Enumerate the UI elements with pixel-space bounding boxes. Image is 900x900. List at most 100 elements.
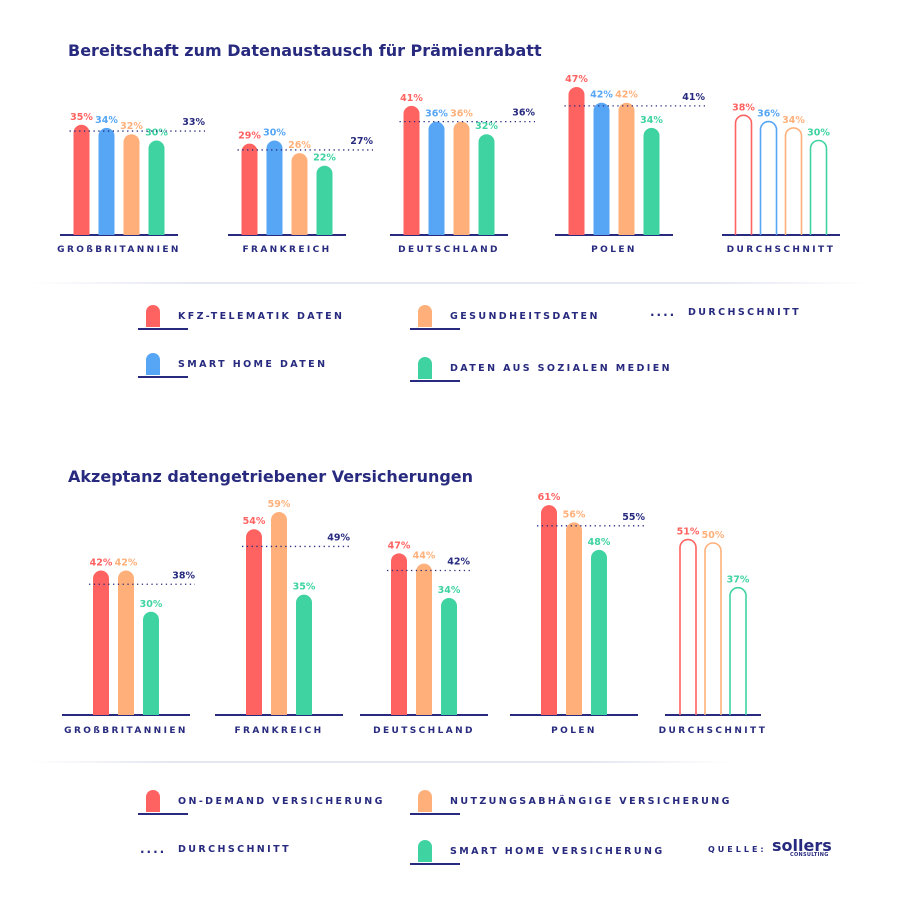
bar-outline bbox=[729, 587, 747, 715]
bar bbox=[266, 140, 283, 235]
chart1-title: Bereitschaft zum Datenaustausch für Präm… bbox=[68, 41, 542, 60]
data-label: 48% bbox=[588, 537, 611, 548]
data-label: 42% bbox=[615, 90, 638, 101]
logo-text: sollers bbox=[772, 836, 832, 855]
bar bbox=[241, 143, 258, 235]
bar bbox=[271, 512, 287, 715]
bar bbox=[291, 153, 308, 235]
average-label: 42% bbox=[447, 557, 470, 568]
bar bbox=[566, 522, 582, 715]
bar bbox=[73, 124, 90, 235]
data-label: 41% bbox=[400, 93, 423, 104]
source-label: QUELLE: bbox=[708, 845, 767, 854]
data-label: 30% bbox=[145, 128, 168, 139]
chart2-title: Akzeptanz datengetriebener Versicherunge… bbox=[68, 467, 474, 486]
legend-sozial: DATEN AUS SOZIALEN MEDIEN bbox=[410, 357, 672, 382]
data-label: 42% bbox=[90, 558, 113, 569]
bar bbox=[148, 140, 165, 235]
legend-swatch bbox=[410, 840, 460, 865]
bar-outline bbox=[759, 120, 778, 235]
bar bbox=[441, 598, 457, 715]
bar bbox=[541, 505, 557, 715]
legend-label: KFZ-TELEMATIK DATEN bbox=[178, 310, 345, 322]
average-label: 33% bbox=[182, 117, 205, 128]
data-label: 38% bbox=[732, 102, 755, 113]
data-label: 34% bbox=[782, 115, 805, 126]
legend-smart-home-vers: SMART HOME VERSICHERUNG bbox=[410, 840, 665, 865]
bar bbox=[643, 127, 660, 235]
data-label: 50% bbox=[702, 530, 725, 541]
data-label: 30% bbox=[807, 128, 830, 139]
legend-kfz: KFZ-TELEMATIK DATEN bbox=[138, 305, 345, 330]
legend-gesundheit: GESUNDHEITSDATEN bbox=[410, 305, 600, 330]
legend-nutzung: NUTZUNGSABHÄNGIGE VERSICHERUNG bbox=[410, 790, 732, 815]
legend-label: GESUNDHEITSDATEN bbox=[450, 310, 600, 322]
legend-swatch bbox=[410, 305, 460, 330]
bar bbox=[143, 611, 159, 715]
bar bbox=[296, 594, 312, 715]
bar-outline bbox=[704, 542, 722, 715]
bar bbox=[391, 553, 407, 715]
data-label: 51% bbox=[677, 527, 700, 538]
bar bbox=[246, 529, 262, 715]
legend-swatch bbox=[138, 353, 188, 378]
category-label: GROßBRITANNIEN bbox=[64, 726, 188, 736]
data-label: 37% bbox=[727, 575, 750, 586]
data-label: 61% bbox=[538, 492, 561, 503]
divider bbox=[30, 282, 870, 284]
legend-label: DATEN AUS SOZIALEN MEDIEN bbox=[450, 362, 672, 374]
legend-on-demand: ON-DEMAND VERSICHERUNG bbox=[138, 790, 385, 815]
data-label: 54% bbox=[243, 516, 266, 527]
category-label: DURCHSCHNITT bbox=[727, 245, 836, 255]
legend-average: .... DURCHSCHNITT bbox=[650, 305, 801, 319]
bar bbox=[453, 121, 470, 235]
category-label: DURCHSCHNITT bbox=[659, 726, 768, 736]
category-label: POLEN bbox=[551, 726, 597, 736]
data-label: 32% bbox=[120, 121, 143, 132]
legend-smart-home: SMART HOME DATEN bbox=[138, 353, 328, 378]
bar bbox=[618, 102, 635, 235]
data-label: 42% bbox=[115, 558, 138, 569]
bar bbox=[416, 563, 432, 715]
average-label: 27% bbox=[350, 136, 373, 147]
bar-outline bbox=[784, 127, 803, 235]
category-label: FRANKREICH bbox=[242, 245, 331, 255]
bar-outline bbox=[809, 139, 828, 235]
legend-average: .... DURCHSCHNITT bbox=[140, 842, 291, 856]
bar bbox=[593, 102, 610, 235]
data-label: 47% bbox=[565, 74, 588, 85]
bar-outline bbox=[734, 114, 753, 235]
average-label: 38% bbox=[172, 570, 195, 581]
bar bbox=[316, 165, 333, 235]
data-label: 22% bbox=[313, 153, 336, 164]
legend-label: SMART HOME DATEN bbox=[178, 358, 328, 370]
average-label: 36% bbox=[512, 108, 535, 119]
logo-subtext: CONSULTING bbox=[790, 852, 829, 858]
bar bbox=[123, 134, 140, 235]
category-label: FRANKREICH bbox=[234, 726, 323, 736]
average-label: 55% bbox=[622, 512, 645, 523]
bar bbox=[591, 549, 607, 715]
legend-swatch bbox=[138, 790, 188, 815]
bar bbox=[93, 570, 109, 715]
data-label: 56% bbox=[563, 509, 586, 520]
legend-label: SMART HOME VERSICHERUNG bbox=[450, 845, 665, 857]
data-label: 34% bbox=[438, 585, 461, 596]
legend-swatch bbox=[138, 305, 188, 330]
bar bbox=[428, 121, 445, 235]
legend-swatch bbox=[410, 790, 460, 815]
data-label: 29% bbox=[238, 131, 261, 142]
bar bbox=[478, 134, 495, 235]
data-label: 59% bbox=[268, 499, 291, 510]
legend-swatch bbox=[410, 357, 460, 382]
bar bbox=[403, 105, 420, 235]
data-label: 36% bbox=[450, 109, 473, 120]
data-label: 36% bbox=[425, 109, 448, 120]
bar bbox=[118, 570, 134, 715]
data-label: 35% bbox=[70, 112, 93, 123]
data-label: 42% bbox=[590, 90, 613, 101]
data-label: 26% bbox=[288, 140, 311, 151]
dotted-line-icon: .... bbox=[650, 305, 677, 319]
